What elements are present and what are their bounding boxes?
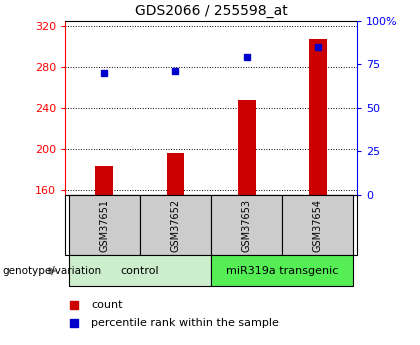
FancyBboxPatch shape xyxy=(282,195,354,255)
Bar xyxy=(167,153,184,195)
FancyBboxPatch shape xyxy=(68,255,211,286)
Title: GDS2066 / 255598_at: GDS2066 / 255598_at xyxy=(135,4,287,18)
Text: GSM37654: GSM37654 xyxy=(313,199,323,252)
Text: miR319a transgenic: miR319a transgenic xyxy=(226,266,339,276)
Text: genotype/variation: genotype/variation xyxy=(2,266,101,276)
Text: count: count xyxy=(92,300,123,310)
Text: GSM37653: GSM37653 xyxy=(241,199,252,252)
FancyBboxPatch shape xyxy=(211,195,282,255)
Text: GSM37651: GSM37651 xyxy=(99,199,109,252)
Bar xyxy=(238,100,255,195)
Bar xyxy=(95,166,113,195)
FancyBboxPatch shape xyxy=(140,195,211,255)
FancyBboxPatch shape xyxy=(211,255,354,286)
FancyBboxPatch shape xyxy=(68,195,140,255)
Text: percentile rank within the sample: percentile rank within the sample xyxy=(92,318,279,327)
Bar xyxy=(309,39,327,195)
Text: control: control xyxy=(121,266,159,276)
Text: GSM37652: GSM37652 xyxy=(171,199,181,252)
